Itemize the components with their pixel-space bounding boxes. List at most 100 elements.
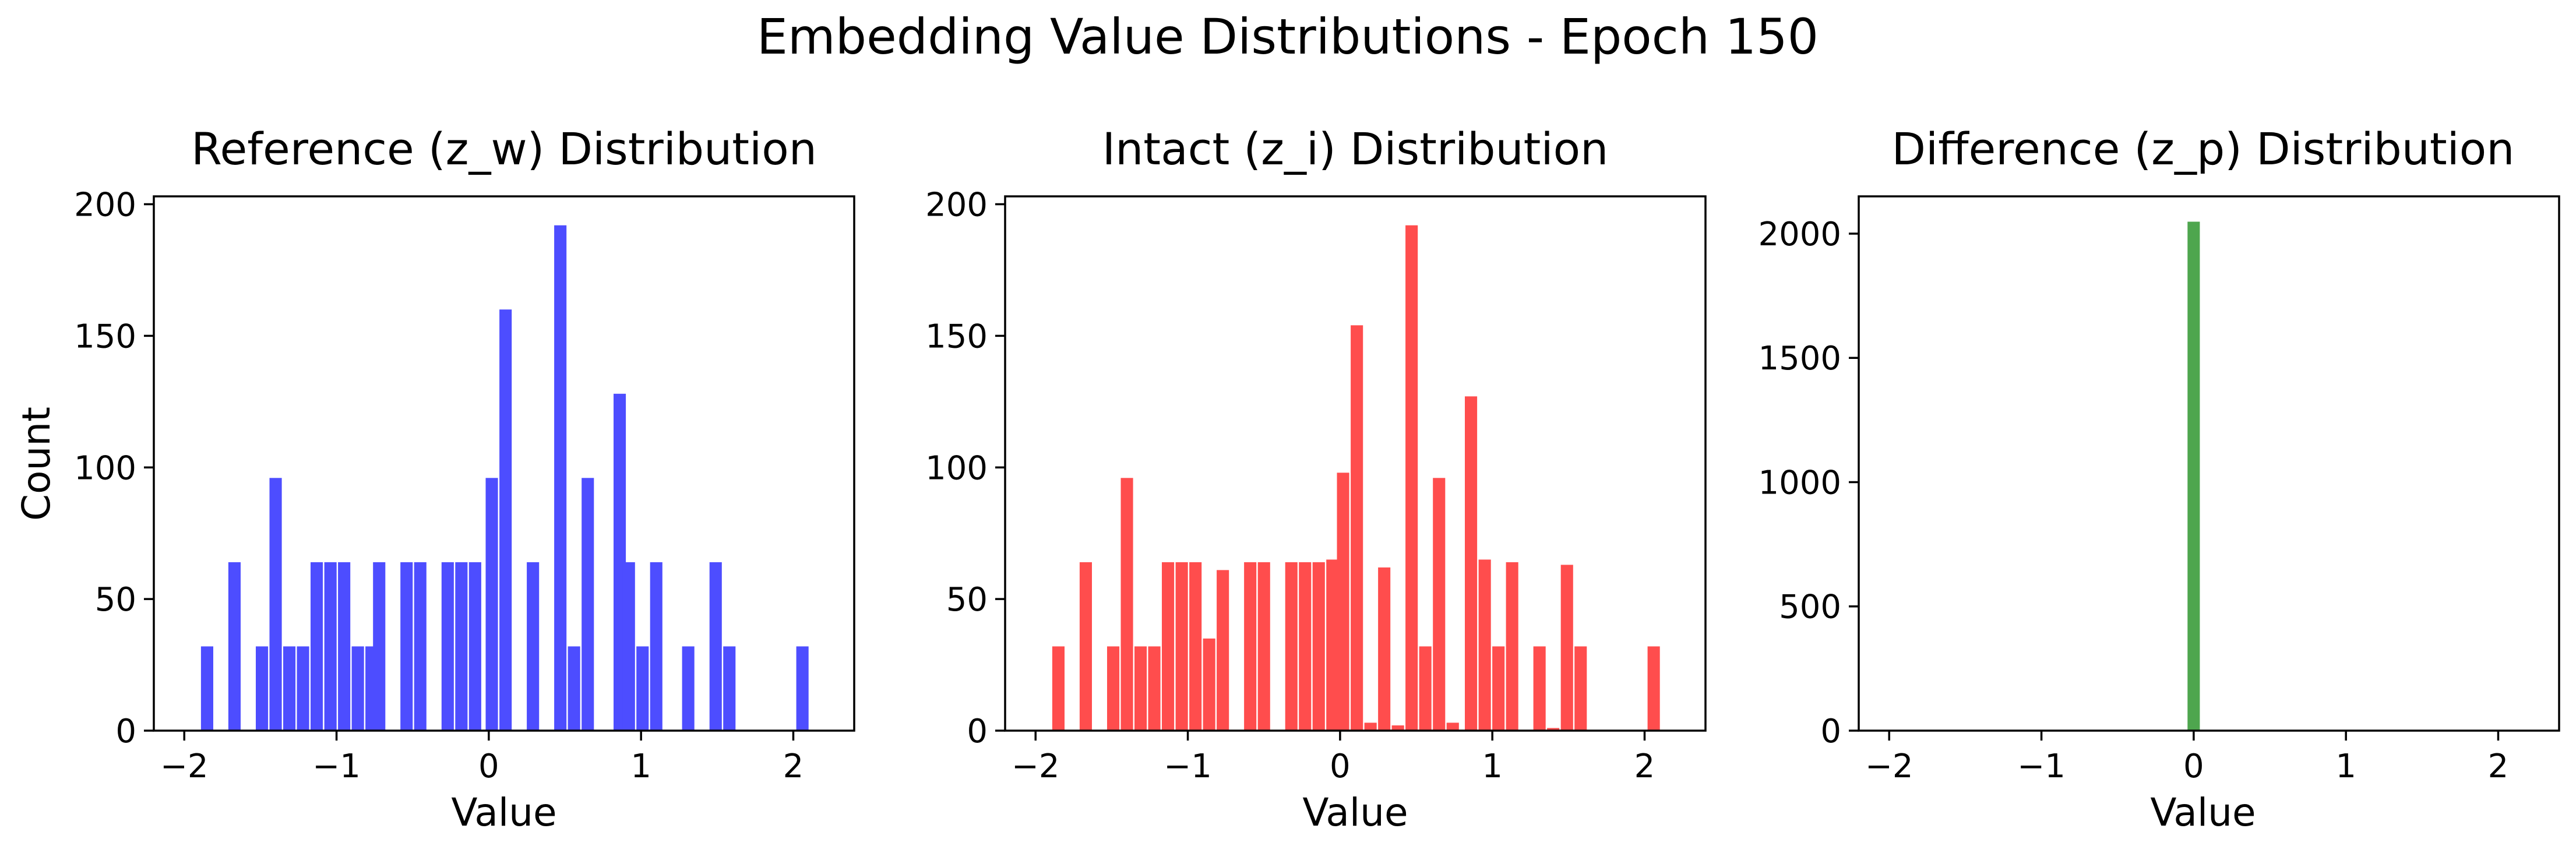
histogram-bar [1217,570,1229,731]
x-tick-label: 0 [1330,748,1351,785]
x-tick-label: 0 [2183,748,2204,785]
x-tick-label: −1 [312,748,361,785]
x-tick-label: 1 [1482,748,1503,785]
histogram-bar [1533,646,1546,731]
y-tick-label: 150 [74,318,136,355]
y-ticks: 0 50 100 150 200 [74,186,154,750]
histogram-bar [723,646,736,731]
y-tick-label: 200 [74,186,136,224]
subplot-title: Intact (z_i) Distribution [1102,123,1609,175]
y-tick-label: 500 [1779,588,1841,626]
bars [200,225,809,731]
histogram-bar [1560,565,1573,731]
y-tick-label: 150 [925,318,988,355]
histogram-bar [338,562,351,731]
y-tick-label: 50 [946,581,988,619]
histogram-bar [1189,562,1202,731]
x-axis-label: Value [1302,790,1408,835]
y-tick-label: 50 [95,581,136,619]
histogram-bar [1405,225,1418,731]
x-tick-label: −2 [1865,748,1914,785]
histogram-bar [650,562,662,731]
x-ticks: −2 −1 0 1 2 [1012,731,1655,785]
histogram-bar [1506,562,1518,731]
histogram-bar [2187,221,2200,731]
y-tick-label: 0 [115,713,136,750]
histogram-bar [455,562,468,731]
histogram-bar [1378,567,1391,731]
histogram-bar [1446,722,1459,731]
x-tick-label: −2 [1012,748,1060,785]
histogram-bar [1257,562,1270,731]
histogram-bar [568,646,580,731]
histogram-bar [1391,725,1404,731]
x-ticks: −2 −1 0 1 2 [1865,731,2508,785]
y-tick-label: 100 [74,449,136,487]
histogram-bar [582,478,594,731]
histogram-bar [200,646,213,731]
bars [2187,221,2200,731]
histogram-bar [527,562,540,731]
histogram-bar [1351,325,1363,731]
histogram-bar [499,309,512,731]
histogram-bar [1326,559,1339,731]
histogram-bar [622,562,635,731]
histogram-bar [1419,646,1432,731]
histogram-bar [1364,722,1377,731]
figure-title: Embedding Value Distributions - Epoch 15… [757,8,1819,65]
histogram-bar [373,562,386,731]
histogram-bar [297,646,309,731]
histogram-bar [1120,478,1133,731]
histogram-bar [1052,646,1065,731]
histogram-bar [414,562,427,731]
x-axis-label: Value [451,790,556,835]
histogram-bar [1312,562,1325,731]
histogram-bar [400,562,413,731]
histogram-bar [554,225,567,731]
histogram-bar [1134,646,1147,731]
y-tick-label: 1000 [1758,464,1841,502]
y-tick-label: 0 [1820,713,1841,750]
histogram-bar [1465,396,1478,731]
histogram-bar [283,646,296,731]
y-ticks: 0 50 100 150 200 [925,186,1005,750]
plot-frame [1858,195,2560,732]
x-tick-label: −2 [160,748,209,785]
histogram-bar [1337,473,1349,731]
histogram-bar [636,646,649,731]
plot-frame [153,195,855,732]
histogram-bar [1079,562,1092,731]
y-tick-label: 0 [967,713,988,750]
histogram-bar [1162,562,1175,731]
histogram-bar [709,562,722,731]
histogram-bar [1175,562,1188,731]
histogram-bar [485,478,498,731]
x-tick-label: 2 [1634,748,1655,785]
histogram-bar [1547,728,1560,731]
y-tick-label: 200 [925,186,988,224]
histogram-bar [1244,562,1257,731]
histogram-bar [1433,478,1446,731]
histogram-bar [311,562,323,731]
histogram-bar [1107,646,1120,731]
histogram-bar [1148,646,1161,731]
subplot-title: Difference (z_p) Distribution [1892,123,2515,175]
y-ticks: 0 500 1000 1500 2000 [1758,216,1859,750]
histogram-bar [1647,646,1660,731]
histogram-bar [324,562,337,731]
y-tick-label: 100 [925,449,988,487]
x-ticks: −2 −1 0 1 2 [160,731,804,785]
histogram-bar [351,646,364,731]
subplot-intact: Intact (z_i) Distribution 0 50 100 150 200 −… [925,123,1707,835]
histogram-bar [1299,562,1312,731]
histogram-bar [468,562,481,731]
histogram-bar [441,562,454,731]
plot-frame [1004,195,1707,732]
y-tick-label: 2000 [1758,216,1841,253]
y-tick-label: 1500 [1758,340,1841,378]
histogram-bar [1285,562,1298,731]
subplot-reference: Reference (z_w) Distribution 05010015020… [14,123,855,835]
histogram-bar [256,646,269,731]
histogram-bar [1574,646,1587,731]
